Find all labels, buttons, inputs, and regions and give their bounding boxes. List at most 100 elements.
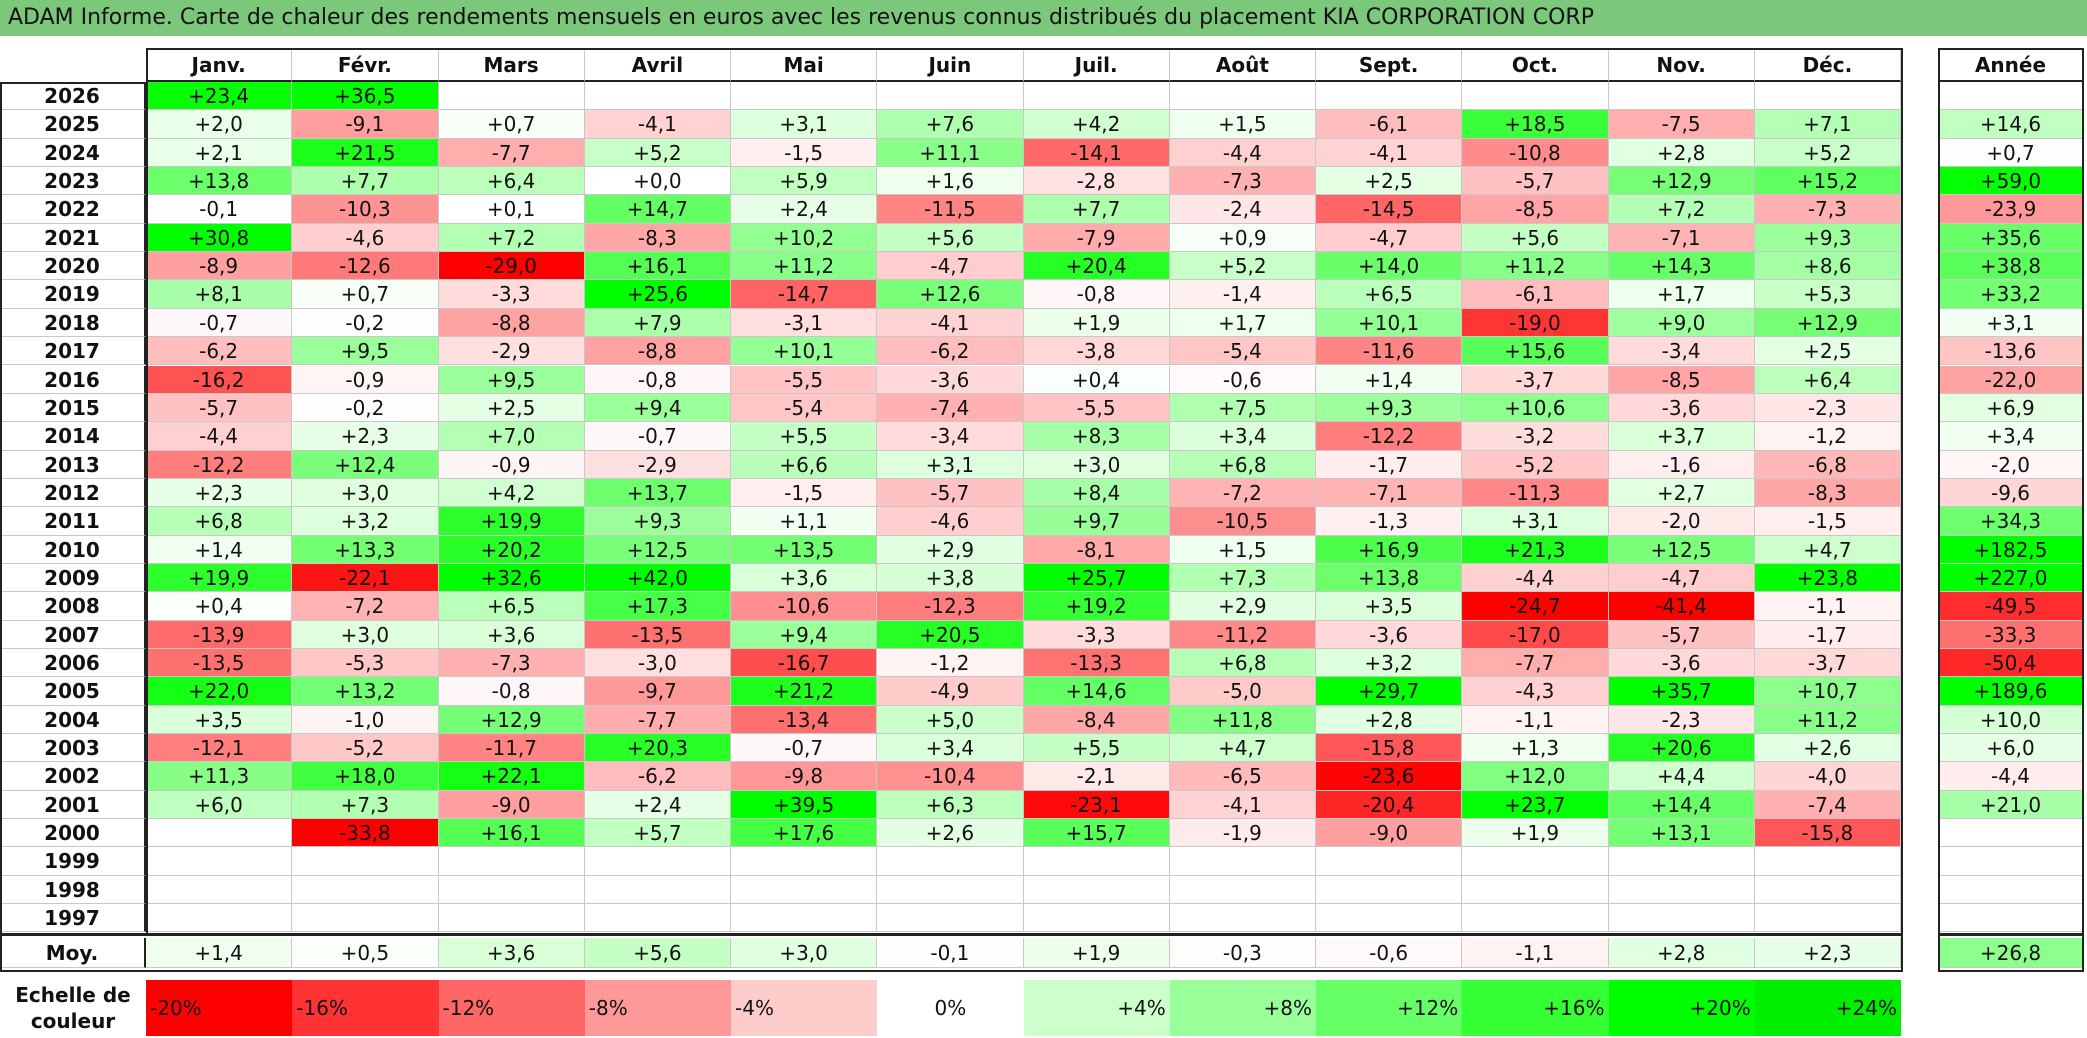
heatmap-cell: -1,2 <box>877 649 1024 678</box>
heatmap-cell: -1,7 <box>1754 620 1901 649</box>
heatmap-cell: -17,0 <box>1462 620 1609 649</box>
heatmap-cell: -13,3 <box>1023 649 1170 678</box>
heatmap-cell: -4,7 <box>1608 563 1755 593</box>
year-label: 2007 <box>0 620 146 649</box>
heatmap-cell: +32,6 <box>438 563 585 593</box>
average-cell: -0,3 <box>1169 938 1316 968</box>
heatmap-cell: +5,5 <box>1023 734 1170 763</box>
heatmap-cell: +11,2 <box>1754 705 1901 735</box>
heatmap-cell: +8,1 <box>146 280 293 309</box>
annual-cell: -22,0 <box>1938 365 2084 394</box>
heatmap-cell: +2,6 <box>1754 734 1901 763</box>
heatmap-cell: -20,4 <box>1316 790 1463 820</box>
heatmap-cell: -11,7 <box>438 734 585 763</box>
heatmap-cell <box>1316 82 1463 111</box>
heatmap-cell: +10,2 <box>731 223 878 253</box>
heatmap-cell: +9,3 <box>1754 223 1901 253</box>
heatmap-cell: -13,5 <box>584 620 731 649</box>
annual-cell <box>1938 82 2084 111</box>
heatmap-cell <box>438 82 585 111</box>
heatmap-cell <box>877 875 1024 905</box>
color-scale-step: 0% <box>877 980 1024 1036</box>
year-label: 1998 <box>0 875 146 905</box>
heatmap-cell: +2,3 <box>146 478 293 508</box>
annual-cell: +182,5 <box>1938 535 2084 564</box>
annual-cell: +0,7 <box>1938 138 2084 168</box>
annual-cell: +34,3 <box>1938 507 2084 536</box>
heatmap-cell: +5,7 <box>584 819 731 848</box>
heatmap-cell <box>146 847 293 876</box>
heatmap-cell <box>1754 847 1901 876</box>
heatmap-cell: +5,2 <box>584 138 731 168</box>
heatmap-cell: +1,4 <box>146 535 293 564</box>
heatmap-cell: +9,5 <box>292 337 439 366</box>
heatmap-cell: +3,5 <box>146 705 293 735</box>
heatmap-cell: +2,6 <box>877 819 1024 848</box>
heatmap-cell: -0,7 <box>146 308 293 338</box>
heatmap-cell: -2,3 <box>1754 393 1901 423</box>
heatmap-cell <box>584 82 731 111</box>
year-label: 2013 <box>0 450 146 479</box>
heatmap-cell: -0,2 <box>292 393 439 423</box>
annual-cell: -4,4 <box>1938 762 2084 791</box>
color-scale-step: -16% <box>292 980 439 1036</box>
heatmap-cell <box>731 847 878 876</box>
heatmap-cell: +6,6 <box>731 450 878 479</box>
heatmap-cell: -3,7 <box>1462 365 1609 394</box>
heatmap-cell: +29,7 <box>1316 677 1463 706</box>
heatmap-cell: -7,3 <box>1169 167 1316 196</box>
heatmap-cell: -6,1 <box>1316 110 1463 139</box>
heatmap-cell: +5,3 <box>1754 280 1901 309</box>
heatmap-cell: -3,6 <box>1608 649 1755 678</box>
heatmap-cell: +36,5 <box>292 82 439 111</box>
heatmap-cell: -14,1 <box>1023 138 1170 168</box>
heatmap-cell: -1,3 <box>1316 507 1463 536</box>
heatmap-cell: -19,0 <box>1462 308 1609 338</box>
heatmap-cell: -11,3 <box>1462 478 1609 508</box>
heatmap-cell: +3,6 <box>731 563 878 593</box>
heatmap-cell: +2,8 <box>1608 138 1755 168</box>
heatmap-cell: +42,0 <box>584 563 731 593</box>
heatmap-cell: -4,7 <box>1316 223 1463 253</box>
heatmap-cell: +14,6 <box>1023 677 1170 706</box>
heatmap-cell: +2,5 <box>1316 167 1463 196</box>
heatmap-cell <box>146 904 293 933</box>
heatmap-cell: -3,4 <box>877 422 1024 451</box>
average-cell: -0,1 <box>877 938 1024 968</box>
average-cell: +3,0 <box>731 938 878 968</box>
heatmap-cell: +0,4 <box>1023 365 1170 394</box>
heatmap-cell: +20,6 <box>1608 734 1755 763</box>
heatmap-cell <box>1169 904 1316 933</box>
heatmap-cell: -7,4 <box>877 393 1024 423</box>
heatmap-cell: -7,5 <box>1608 110 1755 139</box>
heatmap-cell: +6,5 <box>438 592 585 621</box>
heatmap-cell: +0,1 <box>438 195 585 224</box>
heatmap-cell <box>1608 904 1755 933</box>
heatmap-cell: +19,2 <box>1023 592 1170 621</box>
year-label: 2022 <box>0 195 146 224</box>
heatmap-cell: +6,5 <box>1316 280 1463 309</box>
heatmap-cell: -3,7 <box>1754 649 1901 678</box>
heatmap-cell: +3,4 <box>1169 422 1316 451</box>
heatmap-cell: -3,8 <box>1023 337 1170 366</box>
heatmap-cell: -12,3 <box>877 592 1024 621</box>
heatmap-cell: -1,0 <box>292 705 439 735</box>
annual-cell: -23,9 <box>1938 195 2084 224</box>
heatmap-cell: +4,7 <box>1169 734 1316 763</box>
heatmap-cell: +9,3 <box>584 507 731 536</box>
annual-cell <box>1938 904 2084 933</box>
heatmap-cell: -7,1 <box>1316 478 1463 508</box>
heatmap-cell: +3,5 <box>1316 592 1463 621</box>
heatmap-cell: +15,2 <box>1754 167 1901 196</box>
heatmap-cell: -3,6 <box>877 365 1024 394</box>
heatmap-cell: -2,9 <box>584 450 731 479</box>
heatmap-cell: +12,5 <box>1608 535 1755 564</box>
year-label: 2021 <box>0 223 146 253</box>
annual-cell: +3,4 <box>1938 422 2084 451</box>
heatmap-cell: +12,9 <box>1608 167 1755 196</box>
heatmap-cell: -4,6 <box>292 223 439 253</box>
heatmap-cell: -11,6 <box>1316 337 1463 366</box>
heatmap-cell: -3,6 <box>1608 393 1755 423</box>
color-scale-step: +8% <box>1169 980 1316 1036</box>
